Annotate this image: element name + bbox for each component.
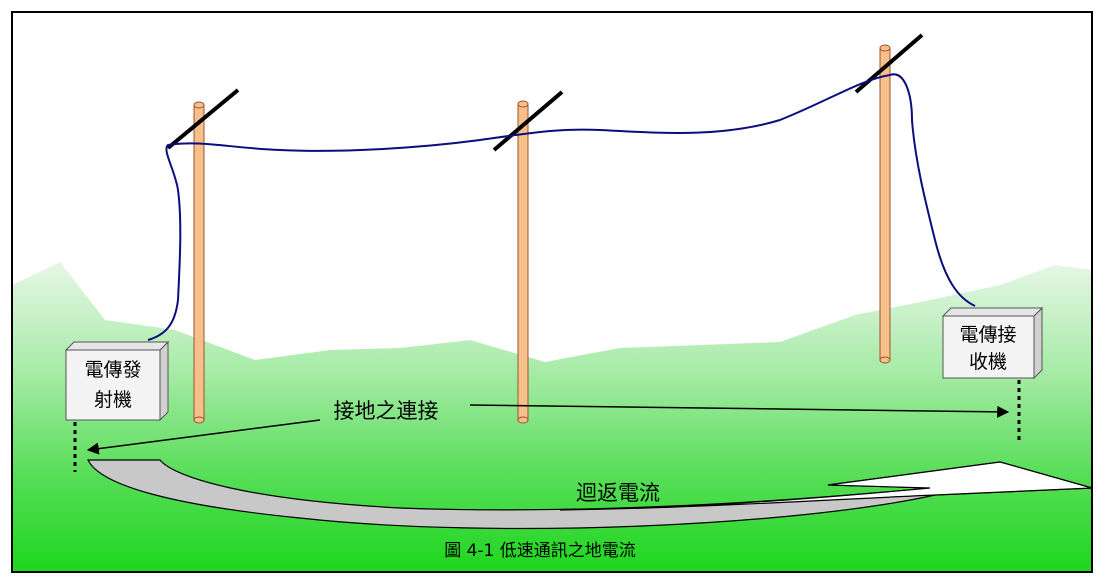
ground-area: [12, 262, 1092, 572]
return-current-arrow-head: [559, 461, 1093, 511]
telegraph-wire: [147, 73, 976, 341]
receiver-label-line1: 電傳接: [959, 324, 1016, 346]
pole-left: [166, 88, 240, 424]
transmitter-label-line1: 電傳發: [84, 359, 141, 381]
crossarm-middle: [492, 90, 564, 152]
transmitter-box: [64, 340, 170, 422]
pole-middle: [492, 90, 564, 424]
crossarm-right: [854, 33, 924, 94]
transmitter-label-line2: 射機: [94, 389, 132, 411]
receiver-box: [941, 306, 1044, 380]
crossarm-left: [166, 88, 240, 150]
ground-arrow-right: [469, 404, 1010, 418]
receiver-label-line2: 收機: [969, 351, 1007, 373]
pole-right: [854, 33, 924, 364]
return-current-label: 迴返電流: [576, 481, 660, 505]
ground-arrow-left: [86, 419, 321, 455]
ground-connection-label: 接地之連接: [334, 399, 439, 423]
figure-caption: 圖 4-1 低速通訊之地電流: [444, 541, 636, 561]
outer-border: [11, 11, 1093, 573]
